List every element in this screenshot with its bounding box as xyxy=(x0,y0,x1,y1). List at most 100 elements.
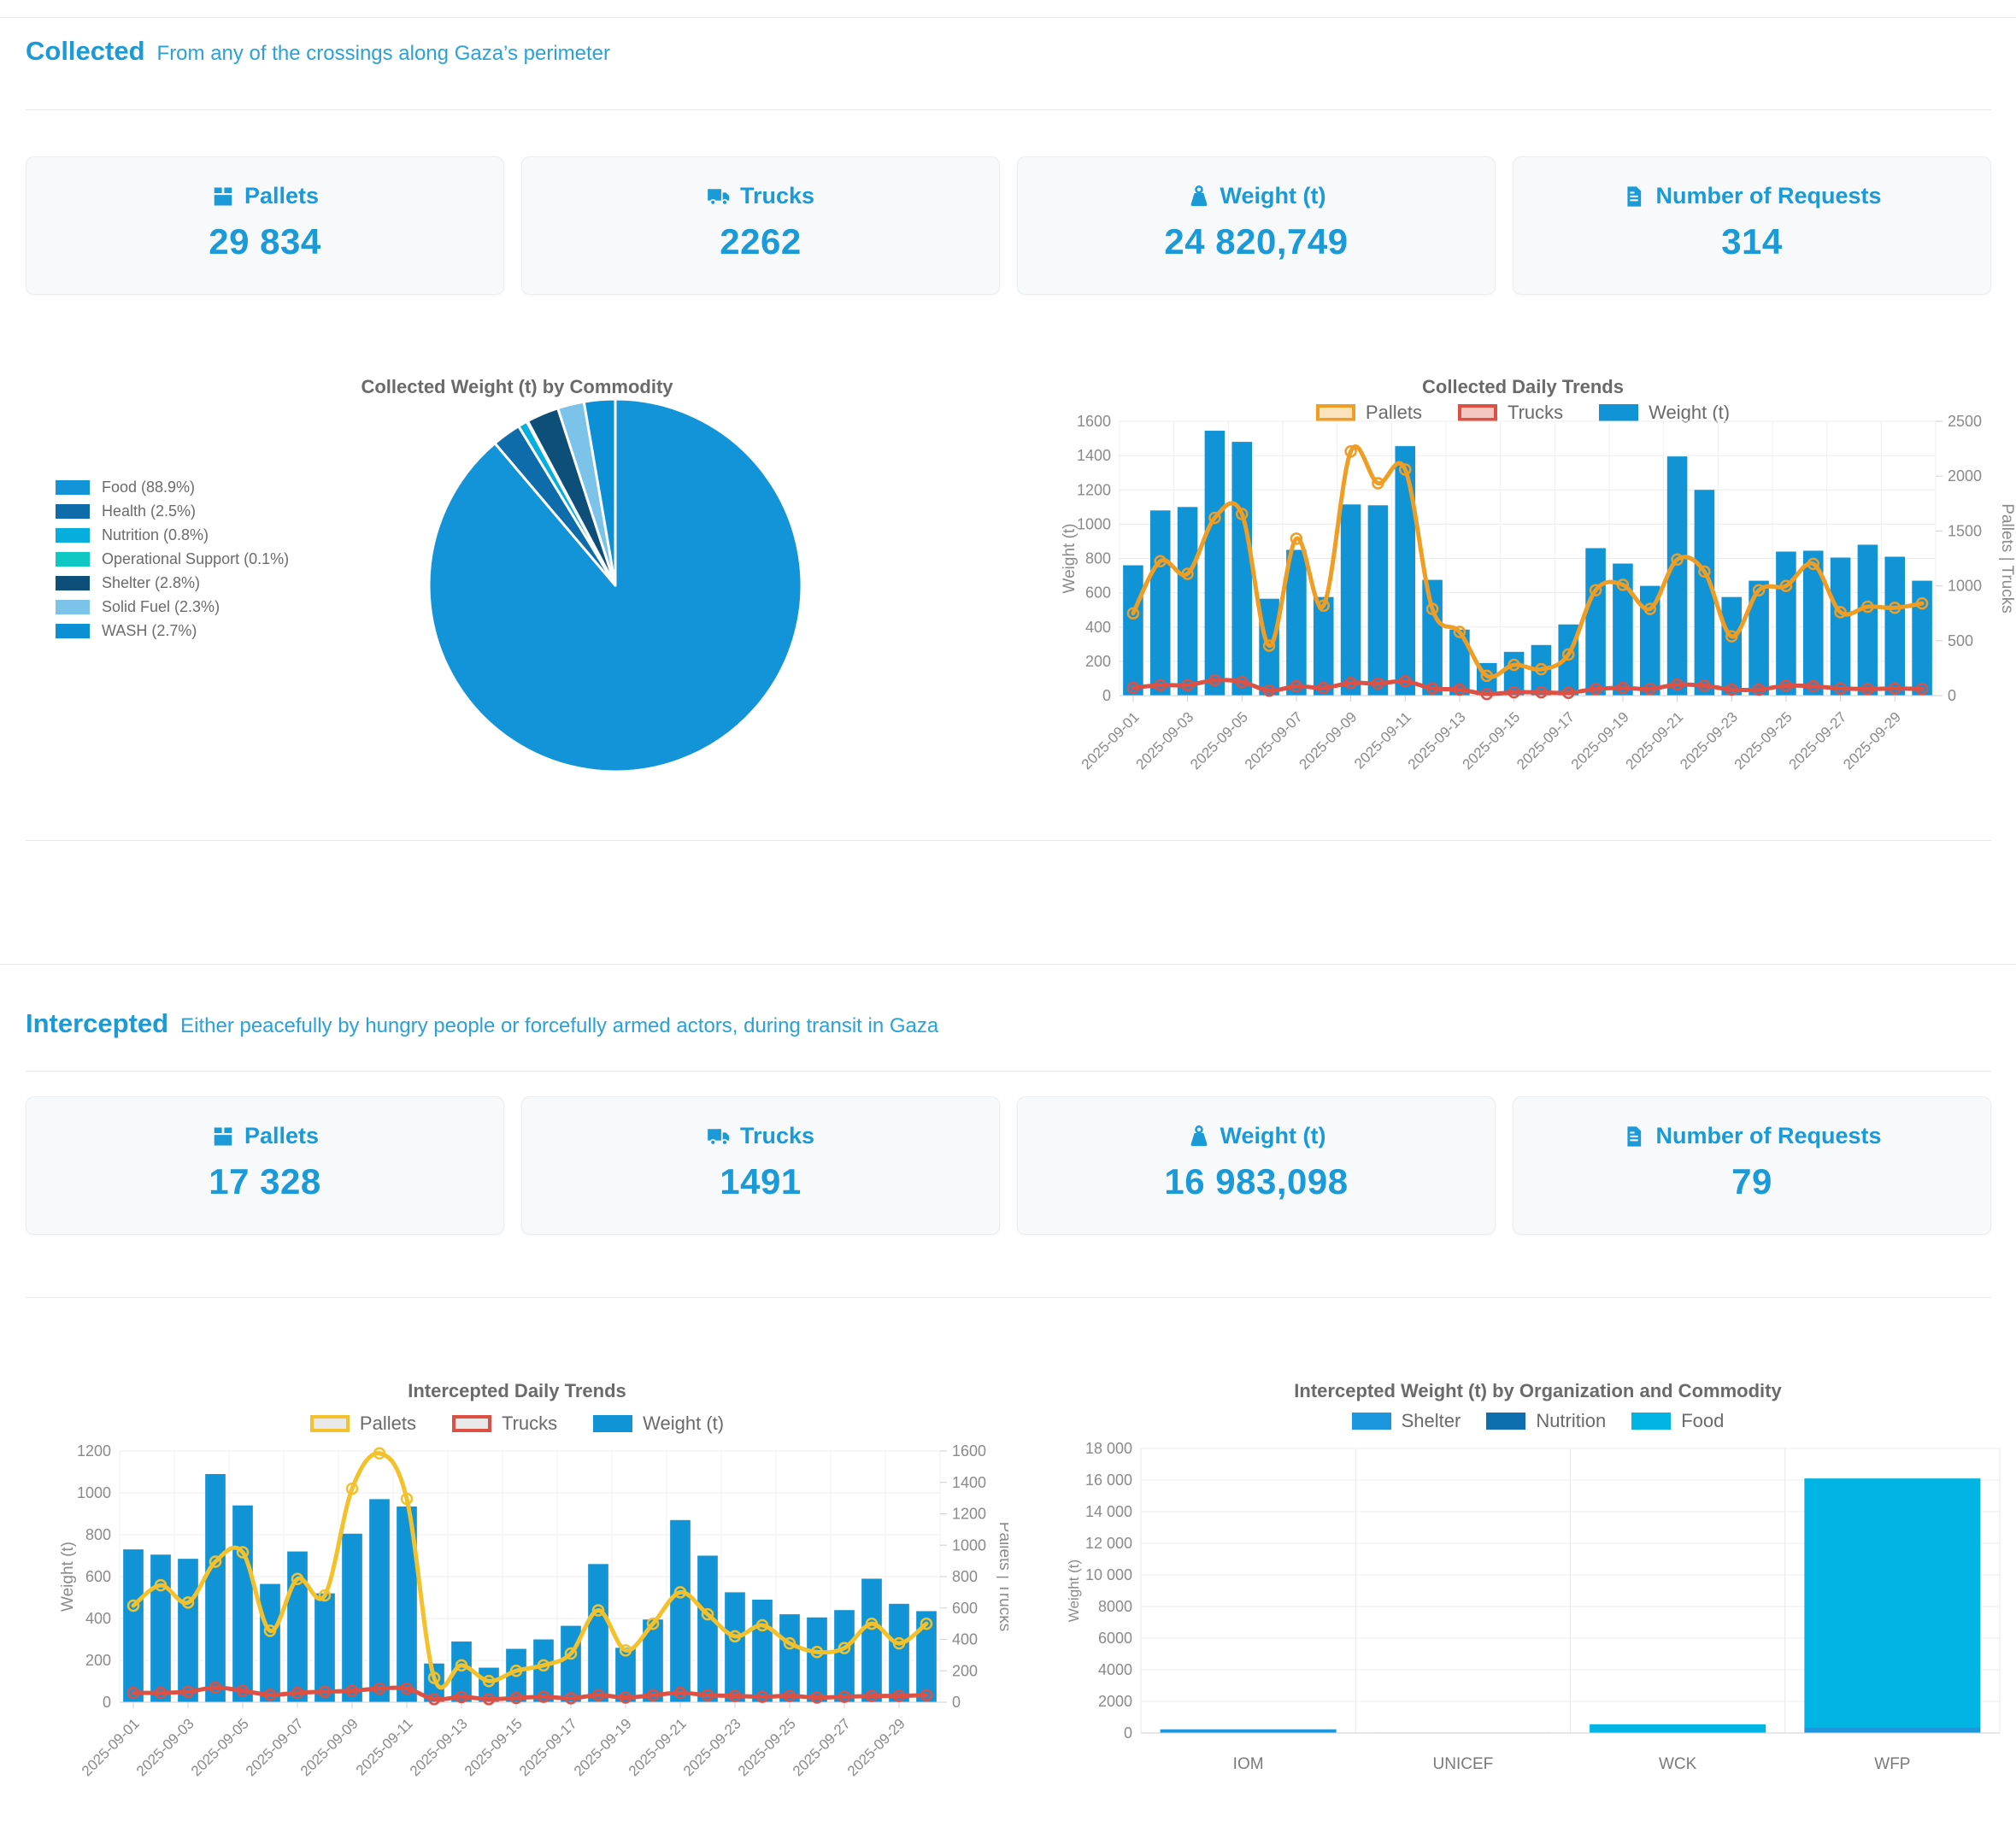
svg-text:2025-09-15: 2025-09-15 xyxy=(461,1715,526,1779)
legend-item-operational-support-0-1[interactable]: Operational Support (0.1%) xyxy=(56,550,289,568)
intercepted-kpi-divider xyxy=(26,1297,1991,1298)
top-divider xyxy=(0,17,2016,18)
svg-text:Pallets | Trucks: Pallets | Trucks xyxy=(996,1522,1008,1631)
kpi-label-text: Weight (t) xyxy=(1220,183,1326,209)
legend-swatch xyxy=(1631,1413,1672,1430)
kpi-label: Trucks xyxy=(522,1123,999,1149)
svg-text:2025-09-25: 2025-09-25 xyxy=(1731,708,1796,772)
kpi-label: Weight (t) xyxy=(1018,1123,1495,1149)
svg-text:2025-09-25: 2025-09-25 xyxy=(735,1715,799,1779)
svg-text:1000: 1000 xyxy=(1077,515,1111,532)
svg-text:400: 400 xyxy=(1085,619,1111,636)
svg-text:1000: 1000 xyxy=(1948,578,1982,595)
svg-text:200: 200 xyxy=(85,1652,111,1669)
legend-item-food-88-9[interactable]: Food (88.9%) xyxy=(56,479,289,496)
svg-text:2025-09-03: 2025-09-03 xyxy=(133,1715,197,1779)
legend-item-pallets[interactable]: Pallets xyxy=(309,1413,416,1435)
kpi-label-text: Pallets xyxy=(244,1123,320,1148)
kpi-value: 314 xyxy=(1721,221,1783,261)
collected-header-divider xyxy=(26,109,1991,110)
svg-text:14 000: 14 000 xyxy=(1085,1503,1132,1520)
legend-label: Weight (t) xyxy=(1649,402,1731,423)
svg-text:400: 400 xyxy=(952,1631,978,1648)
svg-text:2025-09-09: 2025-09-09 xyxy=(297,1715,361,1779)
svg-text:10 000: 10 000 xyxy=(1085,1566,1132,1583)
legend-item-trucks[interactable]: Trucks xyxy=(1457,402,1563,424)
svg-text:1600: 1600 xyxy=(952,1442,986,1460)
legend-item-solid-fuel-2-3[interactable]: Solid Fuel (2.3%) xyxy=(56,598,289,616)
svg-text:200: 200 xyxy=(952,1662,978,1679)
svg-text:Weight (t): Weight (t) xyxy=(1066,1560,1082,1622)
kpi-label: Number of Requests xyxy=(1513,183,1990,209)
svg-text:Weight (t): Weight (t) xyxy=(59,1542,77,1612)
legend-label: WASH (2.7%) xyxy=(102,622,197,639)
stacked-bar-iom-shelter[interactable] xyxy=(1160,1729,1337,1733)
legend-item-nutrition[interactable]: Nutrition xyxy=(1486,1410,1606,1432)
box-icon xyxy=(214,187,232,205)
svg-text:2025-09-11: 2025-09-11 xyxy=(353,1715,416,1778)
svg-text:2025-09-23: 2025-09-23 xyxy=(1677,708,1741,772)
svg-text:2025-09-09: 2025-09-09 xyxy=(1296,708,1360,772)
pie-slice-wash-2-7[interactable] xyxy=(582,397,617,587)
legend-item-health-2-5[interactable]: Health (2.5%) xyxy=(56,502,289,520)
weight-icon xyxy=(1190,1125,1207,1146)
stacked-bar-wfp-food[interactable] xyxy=(1804,1478,1981,1728)
legend-label: Nutrition (0.8%) xyxy=(102,526,209,543)
svg-text:0: 0 xyxy=(952,1694,961,1711)
svg-text:2000: 2000 xyxy=(1098,1693,1132,1710)
intercepted-trends-legend: Pallets Trucks Weight (t) xyxy=(26,1413,1008,1435)
legend-swatch xyxy=(56,528,90,543)
svg-text:2025-09-01: 2025-09-01 xyxy=(1079,708,1143,772)
legend-item-wash-2-7[interactable]: WASH (2.7%) xyxy=(56,622,289,640)
intercepted-kpi-weight: Weight (t) 16 983,098 xyxy=(1017,1096,1496,1235)
collected-daily-trends-chart[interactable]: 0 200 400 600 800 1000 1200 1400 1600 0 500 1000 150… xyxy=(1030,359,2016,837)
legend-label: Pallets xyxy=(1365,402,1422,423)
stacked-bar-wck-food[interactable] xyxy=(1590,1724,1766,1733)
svg-text:2500: 2500 xyxy=(1948,413,1982,430)
legend-item-pallets[interactable]: Pallets xyxy=(1315,402,1422,424)
legend-item-shelter[interactable]: Shelter xyxy=(1351,1410,1461,1432)
legend-swatch xyxy=(451,1415,491,1432)
legend-item-food[interactable]: Food xyxy=(1631,1410,1724,1432)
kpi-label-text: Pallets xyxy=(244,183,320,209)
svg-text:400: 400 xyxy=(85,1610,111,1627)
svg-text:1000: 1000 xyxy=(77,1484,111,1501)
collected-commodity-pie-chart[interactable] xyxy=(26,393,1008,837)
legend-swatch xyxy=(56,576,90,590)
collected-kpi-weight: Weight (t) 24 820,749 xyxy=(1017,156,1496,295)
intercepted-daily-trends-chart[interactable]: 0 200 400 600 800 1000 1200 0 200 400 600 800 1000 12… xyxy=(26,1363,1008,1821)
box-icon xyxy=(214,1127,232,1145)
svg-text:1200: 1200 xyxy=(77,1442,111,1460)
kpi-label-text: Trucks xyxy=(739,1123,815,1148)
legend-swatch xyxy=(1599,404,1639,421)
intercepted-org-commodity-chart[interactable]: 0 2000 4000 6000 8000 10 000 12 000 14 000 16 00… xyxy=(1060,1363,2016,1821)
intercepted-trends-panel: Intercepted Daily Trends Pallets Trucks We… xyxy=(26,1363,1008,1821)
collected-trends-panel: Collected Daily Trends Pallets Trucks Weig… xyxy=(1030,359,2016,837)
kpi-label-text: Number of Requests xyxy=(1655,183,1882,209)
collected-section-title: Collected xyxy=(26,36,145,66)
legend-item-shelter-2-8[interactable]: Shelter (2.8%) xyxy=(56,574,289,592)
legend-item-weight-t[interactable]: Weight (t) xyxy=(1599,402,1730,424)
document-icon xyxy=(1627,1125,1642,1147)
legend-item-weight-t[interactable]: Weight (t) xyxy=(593,1413,724,1435)
svg-text:0: 0 xyxy=(1124,1724,1132,1742)
legend-item-nutrition-0-8[interactable]: Nutrition (0.8%) xyxy=(56,526,289,544)
legend-label: Solid Fuel (2.3%) xyxy=(102,598,220,615)
legend-item-trucks[interactable]: Trucks xyxy=(451,1413,557,1435)
legend-swatch xyxy=(1486,1413,1526,1430)
legend-swatch xyxy=(56,600,90,614)
svg-text:2025-09-19: 2025-09-19 xyxy=(1568,708,1632,772)
document-icon xyxy=(1627,185,1642,207)
chart-title: Collected Weight (t) by Commodity xyxy=(361,376,673,397)
legend-label: Health (2.5%) xyxy=(102,502,197,520)
svg-text:2000: 2000 xyxy=(1948,467,1982,485)
collected-pie-panel: Collected Weight (t) by Commodity Food (… xyxy=(26,359,1008,837)
truck-icon xyxy=(708,1128,730,1145)
section-divider xyxy=(0,964,2016,965)
svg-text:2025-09-05: 2025-09-05 xyxy=(188,1715,252,1779)
kpi-value: 1491 xyxy=(720,1161,802,1201)
kpi-value: 17 328 xyxy=(209,1161,321,1201)
stacked-bar-wfp-shelter[interactable] xyxy=(1804,1727,1981,1733)
svg-text:600: 600 xyxy=(1085,584,1111,602)
svg-text:600: 600 xyxy=(952,1600,978,1617)
